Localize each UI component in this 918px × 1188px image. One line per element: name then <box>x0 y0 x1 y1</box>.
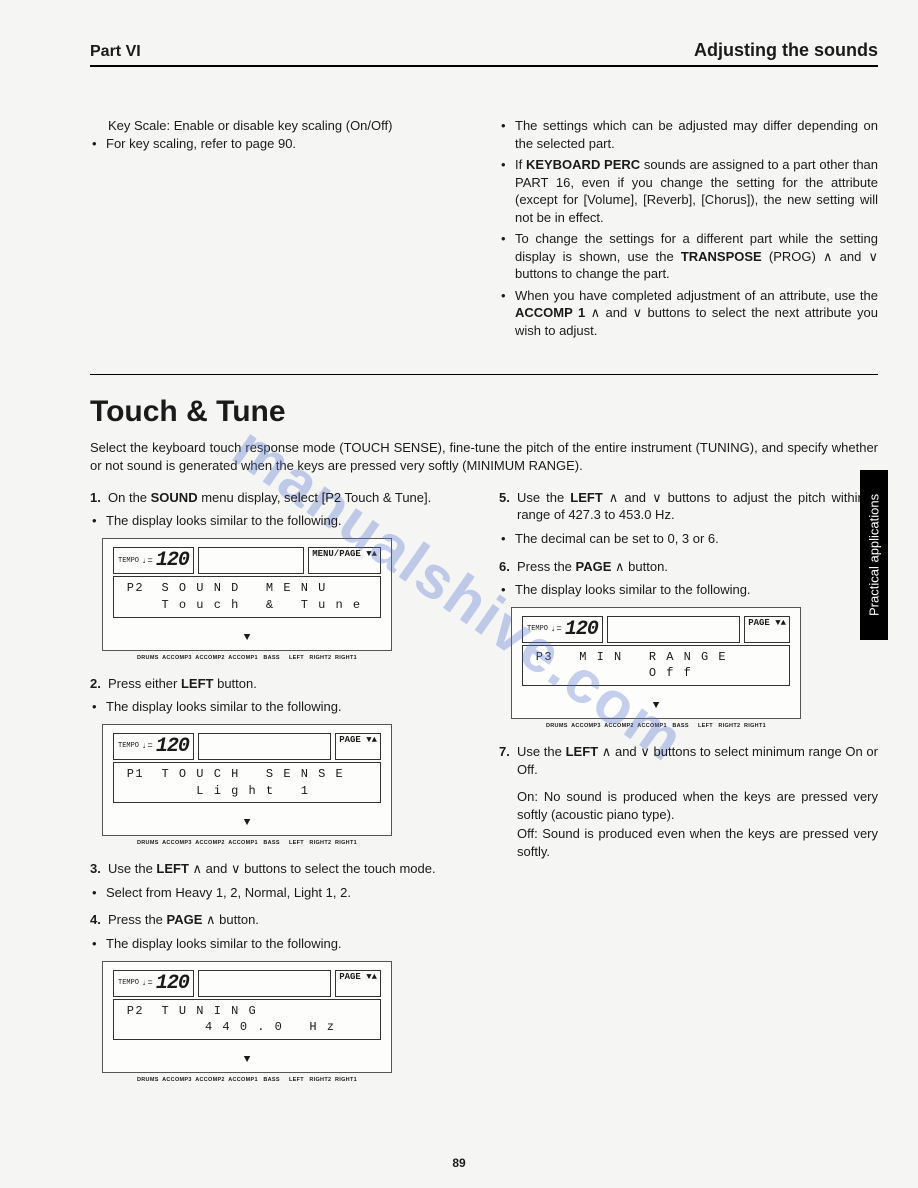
top-two-columns: Key Scale: Enable or disable key scaling… <box>90 117 878 344</box>
list-item: The display looks similar to the followi… <box>90 512 469 530</box>
right-col: 5.Use the LEFT ∧ and ∨ buttons to adjust… <box>499 489 878 1097</box>
section-title: Touch & Tune <box>90 395 878 429</box>
step1-sub: The display looks similar to the followi… <box>90 512 469 530</box>
step-num: 1. <box>90 489 101 507</box>
list-item: The display looks similar to the followi… <box>90 935 469 953</box>
lcd-text: P2 S O U N D M E N U T o u c h & T u n e <box>113 576 381 618</box>
main-two-columns: 1. On the SOUND menu display, select [P2 … <box>90 489 878 1097</box>
lcd-display-3: TEMPO♩=120 PAGE ▼▲ P2 T U N I N G 4 4 0 … <box>102 961 392 1074</box>
list-item: If KEYBOARD PERC sounds are assigned to … <box>499 156 878 226</box>
list-item: Select from Heavy 1, 2, Normal, Light 1,… <box>90 884 469 902</box>
top-left-col: Key Scale: Enable or disable key scaling… <box>90 117 469 344</box>
list-item: The decimal can be set to 0, 3 or 6. <box>499 530 878 548</box>
list-item: The display looks similar to the followi… <box>499 581 878 599</box>
on-description: On: No sound is produced when the keys a… <box>499 788 878 823</box>
step-4: 4.Press the PAGE ∧ button. <box>90 911 469 929</box>
top-right-col: The settings which can be adjusted may d… <box>499 117 878 344</box>
lcd-display-2: TEMPO♩=120 PAGE ▼▲ P1 T O U C H S E N S … <box>102 724 392 837</box>
list-item: For key scaling, refer to page 90. <box>90 135 469 153</box>
left-col: 1. On the SOUND menu display, select [P2 … <box>90 489 469 1097</box>
key-scale-text: Key Scale: Enable or disable key scaling… <box>90 117 469 135</box>
step-text: On the SOUND menu display, select [P2 To… <box>108 490 431 505</box>
lcd-page-label: MENU/PAGE ▼▲ <box>308 547 381 574</box>
page-header: Part VI Adjusting the sounds <box>90 40 878 67</box>
lcd-display-4: TEMPO♩=120 PAGE ▼▲ P3 M I N R A N G E O … <box>511 607 801 720</box>
lcd-tempo: TEMPO ♩=120 <box>113 547 194 574</box>
list-item: When you have completed adjustment of an… <box>499 287 878 340</box>
list-item: To change the settings for a different p… <box>499 230 878 283</box>
section-divider <box>90 374 878 375</box>
left-steps: 1. On the SOUND menu display, select [P2 … <box>90 489 469 507</box>
lcd-display-1: TEMPO ♩=120 MENU/PAGE ▼▲ P2 S O U N D M … <box>102 538 392 651</box>
side-tab: Practical applications <box>860 470 888 640</box>
step-5: 5.Use the LEFT ∧ and ∨ buttons to adjust… <box>499 489 878 524</box>
step-6: 6.Press the PAGE ∧ button. <box>499 558 878 576</box>
top-right-bullets: The settings which can be adjusted may d… <box>499 117 878 340</box>
step-2: 2.Press either LEFT button. <box>90 675 469 693</box>
chapter-title: Adjusting the sounds <box>694 40 878 61</box>
step-7: 7.Use the LEFT ∧ and ∨ buttons to select… <box>499 743 878 778</box>
lcd-labels: DRUMS ACCOMP3 ACCOMP2 ACCOMP1 BASS LEFT … <box>102 655 392 661</box>
part-label: Part VI <box>90 43 141 61</box>
top-left-bullets: For key scaling, refer to page 90. <box>90 135 469 153</box>
section-intro: Select the keyboard touch response mode … <box>90 439 878 475</box>
page-number: 89 <box>452 1156 465 1170</box>
list-item: The settings which can be adjusted may d… <box>499 117 878 152</box>
step-3: 3.Use the LEFT ∧ and ∨ buttons to select… <box>90 860 469 878</box>
step-1: 1. On the SOUND menu display, select [P2 … <box>90 489 469 507</box>
list-item: The display looks similar to the followi… <box>90 698 469 716</box>
off-description: Off: Sound is produced even when the key… <box>499 825 878 860</box>
